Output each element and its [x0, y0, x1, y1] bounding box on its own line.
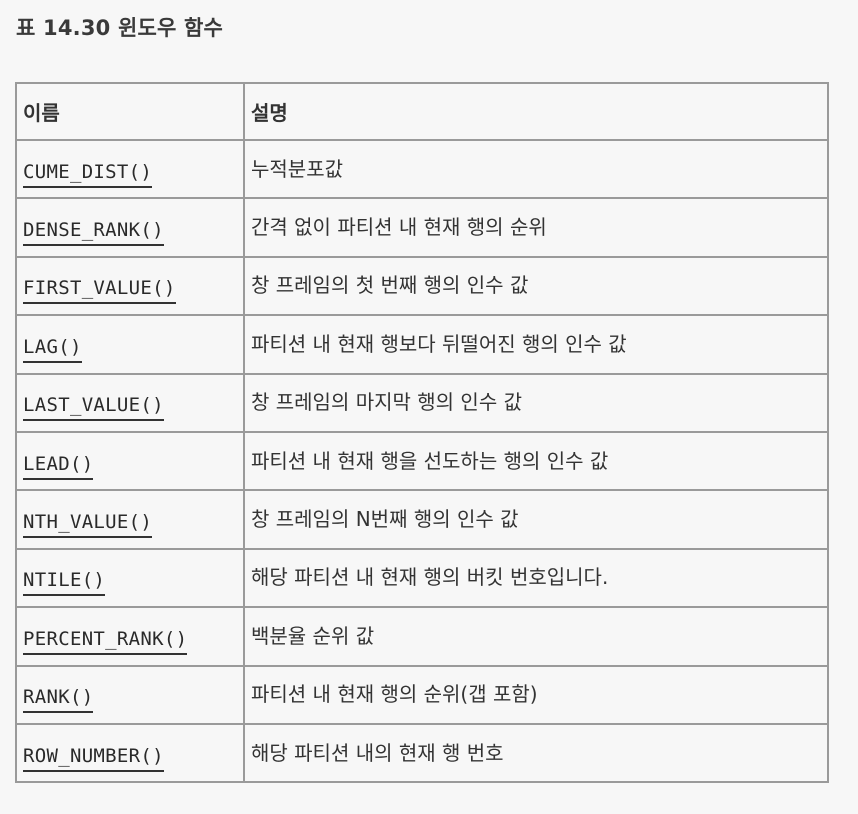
- table-row: PERCENT_RANK() 백분율 순위 값: [15, 606, 829, 667]
- function-link[interactable]: RANK(): [23, 686, 94, 714]
- name-cell: FIRST_VALUE(): [15, 255, 245, 317]
- description-cell: 누적분포값: [243, 138, 829, 200]
- description-cell: 창 프레임의 첫 번째 행의 인수 값: [243, 255, 829, 317]
- description-cell: 파티션 내 현재 행의 순위(갭 포함): [243, 664, 829, 725]
- description-cell: 파티션 내 현재 행보다 뒤떨어진 행의 인수 값: [243, 314, 829, 375]
- table-header-row: 이름 설명: [15, 82, 829, 141]
- name-cell: DENSE_RANK(): [15, 197, 245, 258]
- function-description: 해당 파티션 내 현재 행의 버킷 번호입니다.: [251, 565, 609, 590]
- table-row: LEAD() 파티션 내 현재 행을 선도하는 행의 인수 값: [15, 430, 829, 492]
- function-description: 창 프레임의 마지막 행의 인수 값: [251, 390, 522, 415]
- table-row: LAST_VALUE() 창 프레임의 마지막 행의 인수 값: [15, 372, 829, 433]
- table-row: ROW_NUMBER() 해당 파티션 내의 현재 행 번호: [15, 722, 829, 784]
- function-link[interactable]: LAST_VALUE(): [23, 394, 164, 422]
- header-description: 설명: [243, 82, 829, 141]
- description-cell: 간격 없이 파티션 내 현재 행의 순위: [243, 197, 829, 258]
- description-cell: 해당 파티션 내의 현재 행 번호: [243, 722, 829, 784]
- table-row: CUME_DIST() 누적분포값: [15, 138, 829, 200]
- function-link[interactable]: LEAD(): [23, 453, 94, 480]
- function-description: 누적분포값: [251, 156, 343, 181]
- function-description: 간격 없이 파티션 내 현재 행의 순위: [251, 215, 547, 240]
- table-row: DENSE_RANK() 간격 없이 파티션 내 현재 행의 순위: [15, 197, 829, 258]
- window-functions-table: 이름 설명 CUME_DIST() 누적분포값 DENSE_RANK() 간격 …: [15, 82, 829, 784]
- function-link[interactable]: FIRST_VALUE(): [23, 277, 176, 305]
- table-row: RANK() 파티션 내 현재 행의 순위(갭 포함): [15, 664, 829, 725]
- table-row: NTILE() 해당 파티션 내 현재 행의 버킷 번호입니다.: [15, 547, 829, 609]
- table-row: FIRST_VALUE() 창 프레임의 첫 번째 행의 인수 값: [15, 255, 829, 317]
- name-cell: ROW_NUMBER(): [15, 722, 245, 784]
- function-link[interactable]: NTH_VALUE(): [23, 511, 153, 539]
- name-cell: PERCENT_RANK(): [15, 606, 245, 667]
- function-description: 파티션 내 현재 행의 순위(갭 포함): [251, 682, 538, 707]
- description-cell: 해당 파티션 내 현재 행의 버킷 번호입니다.: [243, 547, 829, 609]
- description-cell: 창 프레임의 N번째 행의 인수 값: [243, 489, 829, 550]
- function-link[interactable]: ROW_NUMBER(): [23, 745, 164, 772]
- name-cell: NTH_VALUE(): [15, 489, 245, 550]
- function-link[interactable]: CUME_DIST(): [23, 161, 153, 188]
- name-cell: NTILE(): [15, 547, 245, 609]
- table-row: NTH_VALUE() 창 프레임의 N번째 행의 인수 값: [15, 489, 829, 550]
- function-description: 창 프레임의 첫 번째 행의 인수 값: [251, 273, 529, 298]
- description-cell: 백분율 순위 값: [243, 606, 829, 667]
- description-cell: 파티션 내 현재 행을 선도하는 행의 인수 값: [243, 430, 829, 492]
- table-row: LAG() 파티션 내 현재 행보다 뒤떨어진 행의 인수 값: [15, 314, 829, 375]
- function-link[interactable]: DENSE_RANK(): [23, 219, 164, 247]
- function-description: 창 프레임의 N번째 행의 인수 값: [251, 507, 519, 532]
- header-name: 이름: [15, 82, 245, 141]
- name-cell: RANK(): [15, 664, 245, 725]
- function-link[interactable]: LAG(): [23, 336, 82, 363]
- name-cell: CUME_DIST(): [15, 138, 245, 200]
- function-link[interactable]: NTILE(): [23, 569, 106, 597]
- function-description: 파티션 내 현재 행보다 뒤떨어진 행의 인수 값: [251, 331, 627, 356]
- name-cell: LAG(): [15, 314, 245, 375]
- name-cell: LAST_VALUE(): [15, 372, 245, 433]
- table-caption: 표 14.30 윈도우 함수: [16, 16, 224, 40]
- name-cell: LEAD(): [15, 430, 245, 492]
- function-description: 백분율 순위 값: [251, 623, 375, 648]
- function-description: 해당 파티션 내의 현재 행 번호: [251, 740, 504, 765]
- function-description: 파티션 내 현재 행을 선도하는 행의 인수 값: [251, 448, 609, 473]
- function-link[interactable]: PERCENT_RANK(): [23, 628, 188, 655]
- description-cell: 창 프레임의 마지막 행의 인수 값: [243, 372, 829, 433]
